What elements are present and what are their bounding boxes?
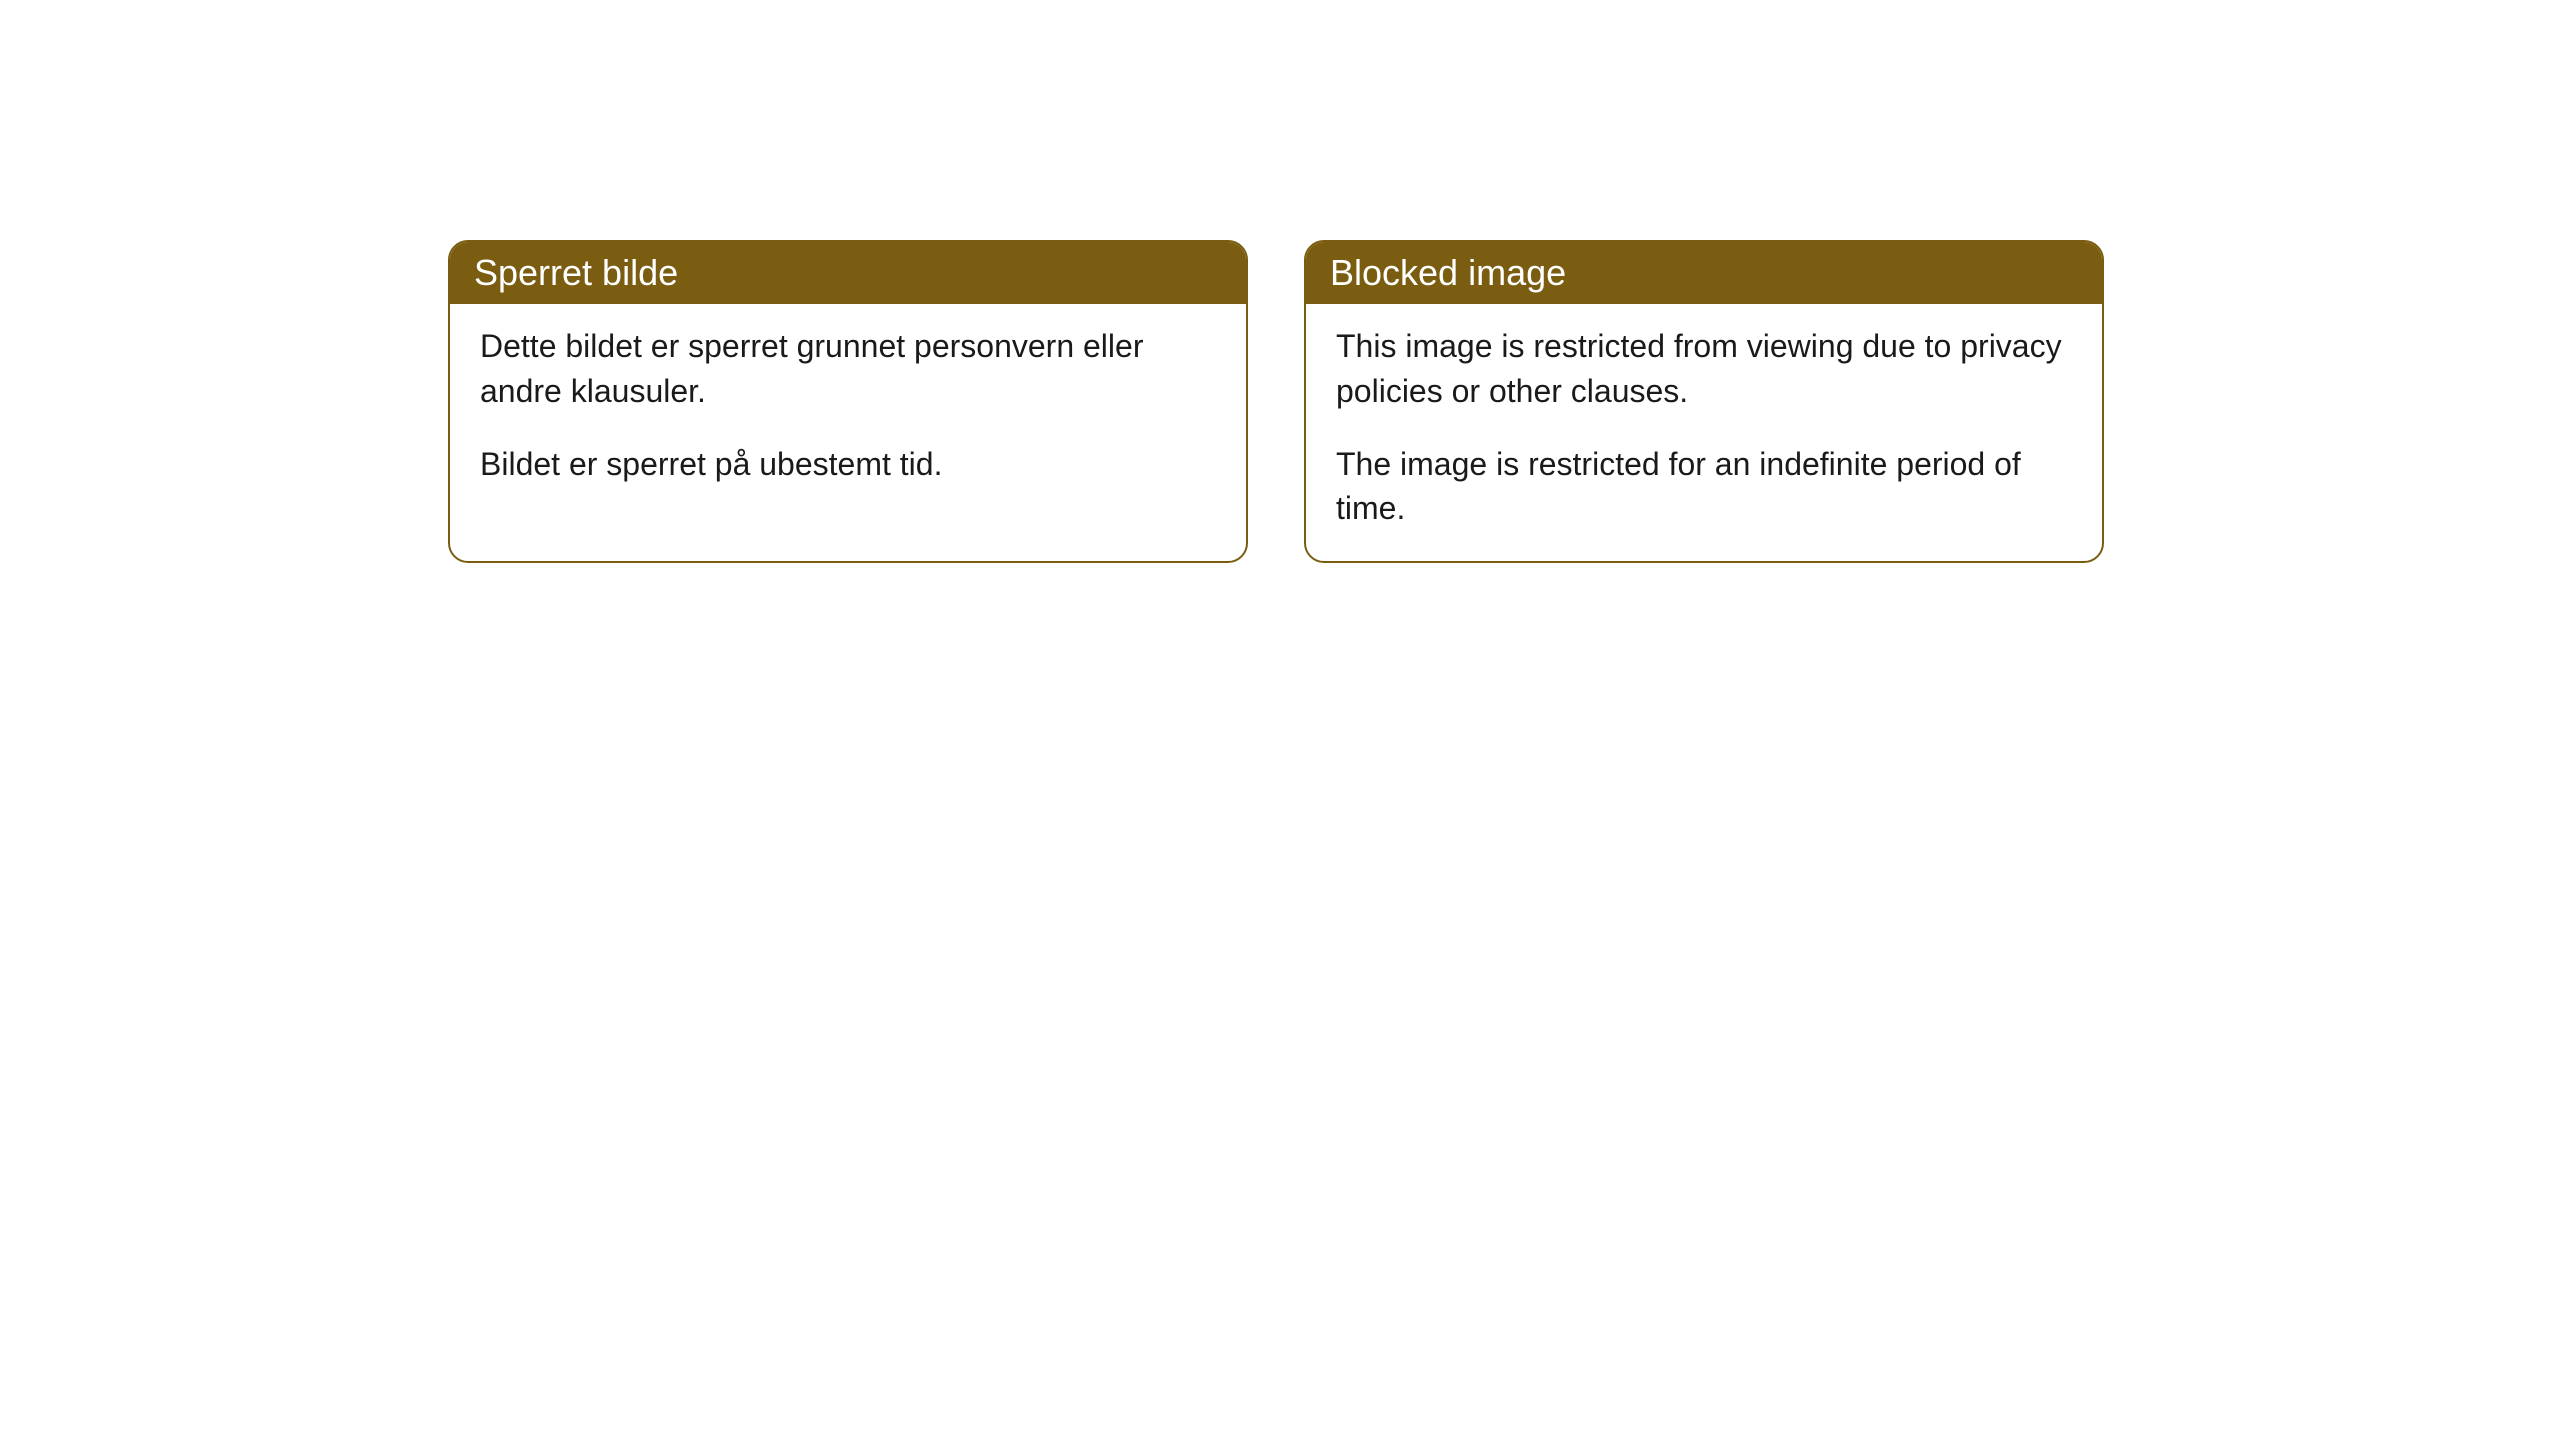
- card-body: Dette bildet er sperret grunnet personve…: [450, 304, 1246, 516]
- card-body: This image is restricted from viewing du…: [1306, 304, 2102, 561]
- card-paragraph-1: Dette bildet er sperret grunnet personve…: [480, 324, 1216, 414]
- card-paragraph-2: Bildet er sperret på ubestemt tid.: [480, 442, 1216, 487]
- card-paragraph-1: This image is restricted from viewing du…: [1336, 324, 2072, 414]
- card-header: Blocked image: [1306, 242, 2102, 304]
- card-header: Sperret bilde: [450, 242, 1246, 304]
- blocked-image-card-english: Blocked image This image is restricted f…: [1304, 240, 2104, 563]
- card-title: Sperret bilde: [474, 252, 678, 293]
- notice-cards-container: Sperret bilde Dette bildet er sperret gr…: [0, 0, 2560, 563]
- blocked-image-card-norwegian: Sperret bilde Dette bildet er sperret gr…: [448, 240, 1248, 563]
- card-paragraph-2: The image is restricted for an indefinit…: [1336, 442, 2072, 532]
- card-title: Blocked image: [1330, 252, 1566, 293]
